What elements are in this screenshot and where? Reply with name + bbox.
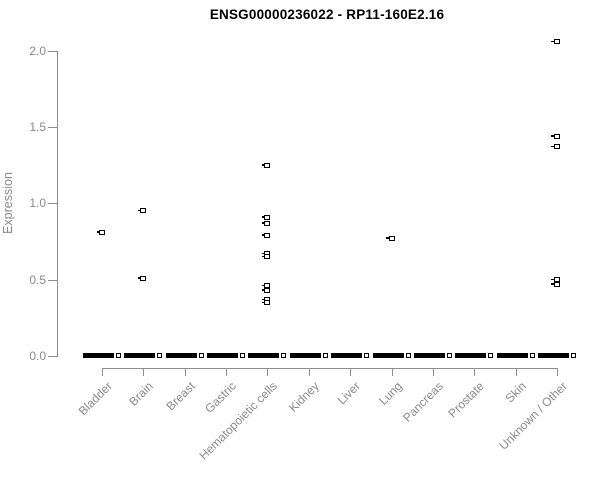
- y-axis-tick: [48, 50, 58, 52]
- zero-expression-cluster-end: [570, 353, 576, 358]
- zero-expression-cluster-end: [322, 353, 328, 358]
- data-point: [261, 220, 271, 226]
- zero-expression-cluster: [372, 353, 404, 358]
- data-point: [261, 300, 271, 306]
- data-point: [137, 208, 147, 214]
- data-point: [551, 277, 560, 283]
- zero-expression-cluster-end: [488, 353, 494, 358]
- x-axis-tick: [308, 368, 310, 376]
- data-point: [261, 232, 271, 238]
- data-point: [261, 283, 271, 289]
- zero-expression-cluster-end: [529, 353, 535, 358]
- x-axis-tick: [474, 368, 476, 376]
- zero-expression-cluster: [289, 353, 321, 358]
- x-axis-tick: [432, 368, 434, 376]
- zero-expression-cluster-end: [240, 353, 246, 358]
- x-axis-tick: [556, 368, 558, 376]
- zero-expression-cluster: [165, 353, 197, 358]
- zero-expression-cluster-end: [405, 353, 411, 358]
- zero-expression-cluster: [455, 353, 487, 358]
- zero-expression-cluster: [331, 353, 363, 358]
- data-point: [137, 275, 147, 281]
- zero-expression-cluster-end: [198, 353, 204, 358]
- x-axis-line: [102, 368, 558, 369]
- data-point: [261, 254, 271, 260]
- zero-expression-cluster-end: [446, 353, 452, 358]
- zero-expression-cluster-end: [281, 353, 287, 358]
- x-axis-tick: [143, 368, 145, 376]
- zero-expression-cluster: [537, 353, 569, 358]
- data-point: [261, 214, 271, 220]
- y-axis-tick-label: 0.0: [29, 349, 46, 363]
- y-axis-tick-label: 1.5: [29, 120, 46, 135]
- y-axis-tick-label: 0.5: [29, 272, 46, 287]
- data-point: [96, 229, 105, 235]
- data-point: [551, 144, 560, 150]
- zero-expression-cluster-end: [364, 353, 370, 358]
- data-point: [551, 39, 560, 45]
- x-axis-tick: [267, 368, 269, 376]
- zero-expression-cluster: [124, 353, 156, 358]
- zero-expression-cluster: [83, 353, 114, 358]
- zero-expression-cluster: [496, 353, 528, 358]
- x-axis-tick: [184, 368, 186, 376]
- zero-expression-cluster: [207, 353, 239, 358]
- zero-expression-cluster-end: [116, 353, 121, 358]
- zero-expression-cluster: [248, 353, 280, 358]
- x-axis-tick: [350, 368, 352, 376]
- data-point: [261, 162, 271, 168]
- y-axis-tick-label: 1.0: [29, 196, 46, 211]
- data-point: [386, 235, 395, 241]
- y-axis-tick: [48, 356, 58, 357]
- x-axis-tick: [226, 368, 228, 376]
- zero-expression-cluster-end: [157, 353, 163, 358]
- data-point: [261, 287, 271, 293]
- x-axis-tick: [391, 368, 393, 376]
- data-point: [551, 281, 560, 287]
- y-axis-tick: [48, 279, 58, 281]
- zero-expression-cluster: [413, 353, 445, 358]
- chart-title: ENSG00000236022 - RP11-160E2.16: [209, 7, 445, 22]
- x-axis-tick: [102, 368, 103, 376]
- data-point: [551, 133, 560, 139]
- y-axis-tick: [48, 127, 58, 129]
- y-axis-tick-label: 2.0: [29, 43, 46, 58]
- x-axis-tick: [515, 368, 517, 376]
- y-axis-tick: [48, 203, 58, 205]
